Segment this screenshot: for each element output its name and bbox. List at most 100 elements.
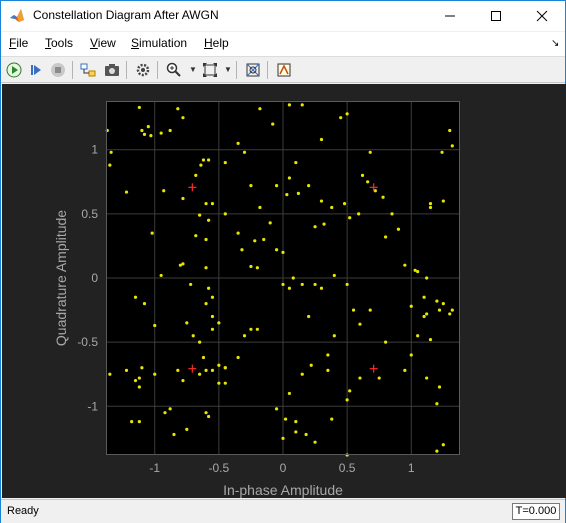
zoom-in-button[interactable] [164,60,184,80]
tick-labels: -1 -0.5 0 0.5 1 1 0.5 0 -0.5 -1 [77,143,415,475]
y-tick-label: 0 [91,271,98,285]
menu-view[interactable]: View [90,36,116,50]
y-tick-label: 1 [91,143,98,157]
scatter-point [236,141,240,145]
menu-file[interactable]: File [9,36,29,50]
close-button[interactable] [519,1,565,31]
toolbar-separator [236,61,237,79]
scatter-point [258,205,262,210]
scatter-point [207,218,211,222]
scatter-point [207,158,211,162]
maximize-button[interactable] [473,1,519,31]
scatter-point [109,150,113,154]
window-title: Constellation Diagram After AWGN [33,8,219,22]
step-forward-button[interactable] [26,60,46,80]
scatter-point [181,262,185,266]
status-bar: Ready T=0.000 [1,499,565,523]
scatter-point [236,231,240,235]
scale-axes-button[interactable] [200,60,220,80]
scatter-point [258,107,262,111]
scatter-point [304,432,308,437]
scatter-point [313,440,317,444]
plot-area[interactable]: -1 -0.5 0 0.5 1 1 0.5 0 -0.5 -1 In-phase Amplitud… [2,84,566,498]
scatter-point [287,286,292,290]
minimize-button[interactable] [427,1,473,31]
scatter-point [425,276,429,280]
scatter-point [207,414,211,419]
scatter-point [240,248,244,252]
menu-simulation[interactable]: Simulation [131,36,188,50]
scatter-point [140,366,144,370]
scatter-point [108,163,112,167]
scatter-point [140,128,144,133]
x-tick-label: 0 [280,461,287,475]
scatter-point [281,436,285,440]
scatter-point [437,308,442,312]
scatter-point [191,334,195,338]
scatter-point [253,239,257,243]
scatter-point [357,212,361,216]
scatter-point [307,314,311,319]
scatter-point [326,353,330,357]
highlight-simulink-block-icon [80,63,96,77]
scatter-point [366,180,370,184]
measurements-button[interactable] [243,60,263,80]
scatter-point [428,337,433,342]
menu-tools[interactable]: Tools [45,36,74,50]
scatter-point [300,372,304,376]
scale-dropdown-icon[interactable]: ▼ [224,65,232,74]
scatter-point [294,420,298,424]
style-button[interactable] [274,60,294,80]
scatter-point [351,308,356,312]
scatter-point [271,122,275,126]
highlight-block-button[interactable] [78,60,98,80]
settings-button[interactable] [133,60,153,80]
scatter-point [416,334,420,338]
x-tick-label: -0.5 [209,461,230,475]
scatter-point [223,160,227,165]
scatter-point [133,295,138,299]
step-forward-icon [31,65,41,75]
scatter-point [373,189,377,193]
scatter-point [422,314,426,319]
scatter-point [198,340,202,344]
scatter-point [319,286,324,290]
scatter-point [124,190,129,194]
scatter-point [287,391,292,396]
scatter-point [281,282,285,287]
scatter-point [294,160,298,165]
scatter-point [268,221,272,225]
scatter-point [428,202,433,206]
scatter-point [217,321,221,325]
scatter-point [210,368,215,372]
scatter-point [249,327,253,331]
scatter-point [146,125,150,129]
scatter-point [403,368,407,372]
scatter-point [300,282,304,287]
scatter-point [348,389,352,393]
scatter-point [441,302,445,306]
reference-constellation [188,183,378,373]
scatter-point [440,150,444,154]
stop-button[interactable] [48,60,68,80]
scatter-point [342,202,347,206]
zoom-dropdown-icon[interactable]: ▼ [189,65,197,74]
scatter-point [274,407,279,411]
toolbar-separator [72,61,73,79]
scatter-point [242,150,247,154]
snapshot-button[interactable] [102,60,122,80]
dock-arrow-icon[interactable]: ↘ [551,38,560,49]
scatter-point [384,235,388,239]
scatter-point [181,116,185,120]
constellation-chart[interactable]: -1 -0.5 0 0.5 1 1 0.5 0 -0.5 -1 In-phase Amplitud… [2,84,566,498]
menu-help[interactable]: Help [204,36,229,50]
run-button[interactable] [4,60,24,80]
scatter-point [448,312,452,316]
scatter-point [435,299,439,303]
title-bar[interactable]: Constellation Diagram After AWGN [1,1,565,31]
y-tick-label: 0.5 [81,207,98,221]
scatter-point [176,107,180,111]
scatter-point [409,353,413,357]
scatter-point [384,340,388,344]
